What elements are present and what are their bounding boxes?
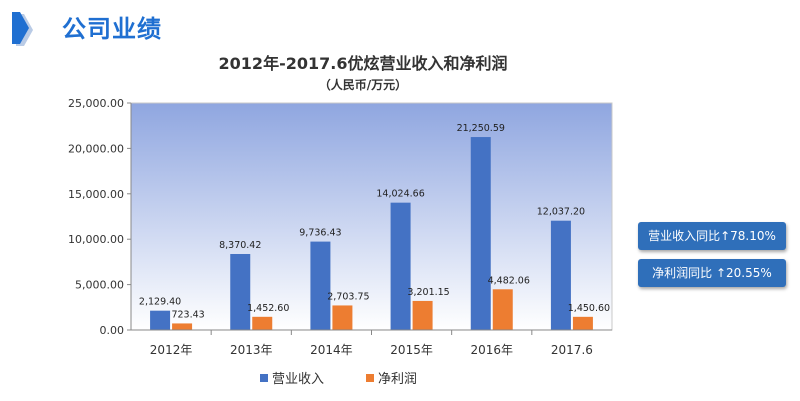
x-tick-label: 2013年 (230, 343, 273, 357)
page-header: 公司业绩 (0, 0, 800, 52)
profit-bar (412, 300, 433, 330)
profit-bar (172, 323, 193, 330)
profit-data-label: 1,450.60 (568, 303, 610, 314)
x-tick-label: 2016年 (470, 343, 513, 357)
chart-title: 2012年-2017.6优炫营业收入和净利润 (218, 54, 508, 73)
revenue-bar (470, 137, 491, 330)
profit-growth-badge: 净利润同比 ↑20.55% (638, 259, 786, 287)
profit-data-label: 2,703.75 (327, 291, 369, 302)
y-tick-label: 15,000.00 (68, 188, 124, 201)
legend-swatch (366, 374, 374, 382)
revenue-bar (550, 220, 571, 330)
y-tick-label: 10,000.00 (68, 233, 124, 246)
x-tick-label: 2015年 (390, 343, 433, 357)
profit-bar (572, 316, 593, 330)
y-tick-label: 5,000.00 (75, 279, 124, 292)
revenue-data-label: 12,037.20 (537, 207, 585, 218)
header-accent-icon (12, 12, 33, 46)
x-tick-label: 2014年 (310, 343, 353, 357)
revenue-data-label: 9,736.43 (299, 228, 341, 239)
x-tick-label: 2017.6 (551, 343, 593, 357)
profit-data-label: 4,482.06 (488, 275, 530, 286)
revenue-bar (230, 253, 251, 330)
revenue-data-label: 14,024.66 (376, 189, 424, 200)
legend-label: 营业收入 (272, 372, 324, 387)
legend-label: 净利润 (378, 372, 417, 387)
revenue-data-label: 8,370.42 (219, 240, 261, 251)
profit-data-label: 1,452.60 (247, 303, 289, 314)
profit-bar (492, 289, 513, 330)
revenue-growth-badge: 营业收入同比↑78.10% (638, 222, 786, 250)
legend-swatch (260, 374, 268, 382)
revenue-data-label: 21,250.59 (457, 123, 505, 134)
y-tick-label: 20,000.00 (68, 142, 124, 155)
revenue-bar (310, 241, 331, 330)
profit-bar (332, 305, 353, 330)
page-title: 公司业绩 (62, 15, 162, 43)
y-tick-label: 0.00 (100, 324, 125, 337)
revenue-bar (150, 310, 171, 330)
revenue-bar (390, 202, 411, 330)
profit-bar (252, 316, 273, 330)
chart-subtitle: （人民币/万元） (318, 78, 408, 92)
profit-data-label: 723.43 (171, 309, 204, 320)
y-tick-label: 25,000.00 (68, 97, 124, 110)
profit-data-label: 3,201.15 (407, 287, 449, 298)
revenue-data-label: 2,129.40 (139, 297, 181, 308)
x-tick-label: 2012年 (150, 343, 193, 357)
